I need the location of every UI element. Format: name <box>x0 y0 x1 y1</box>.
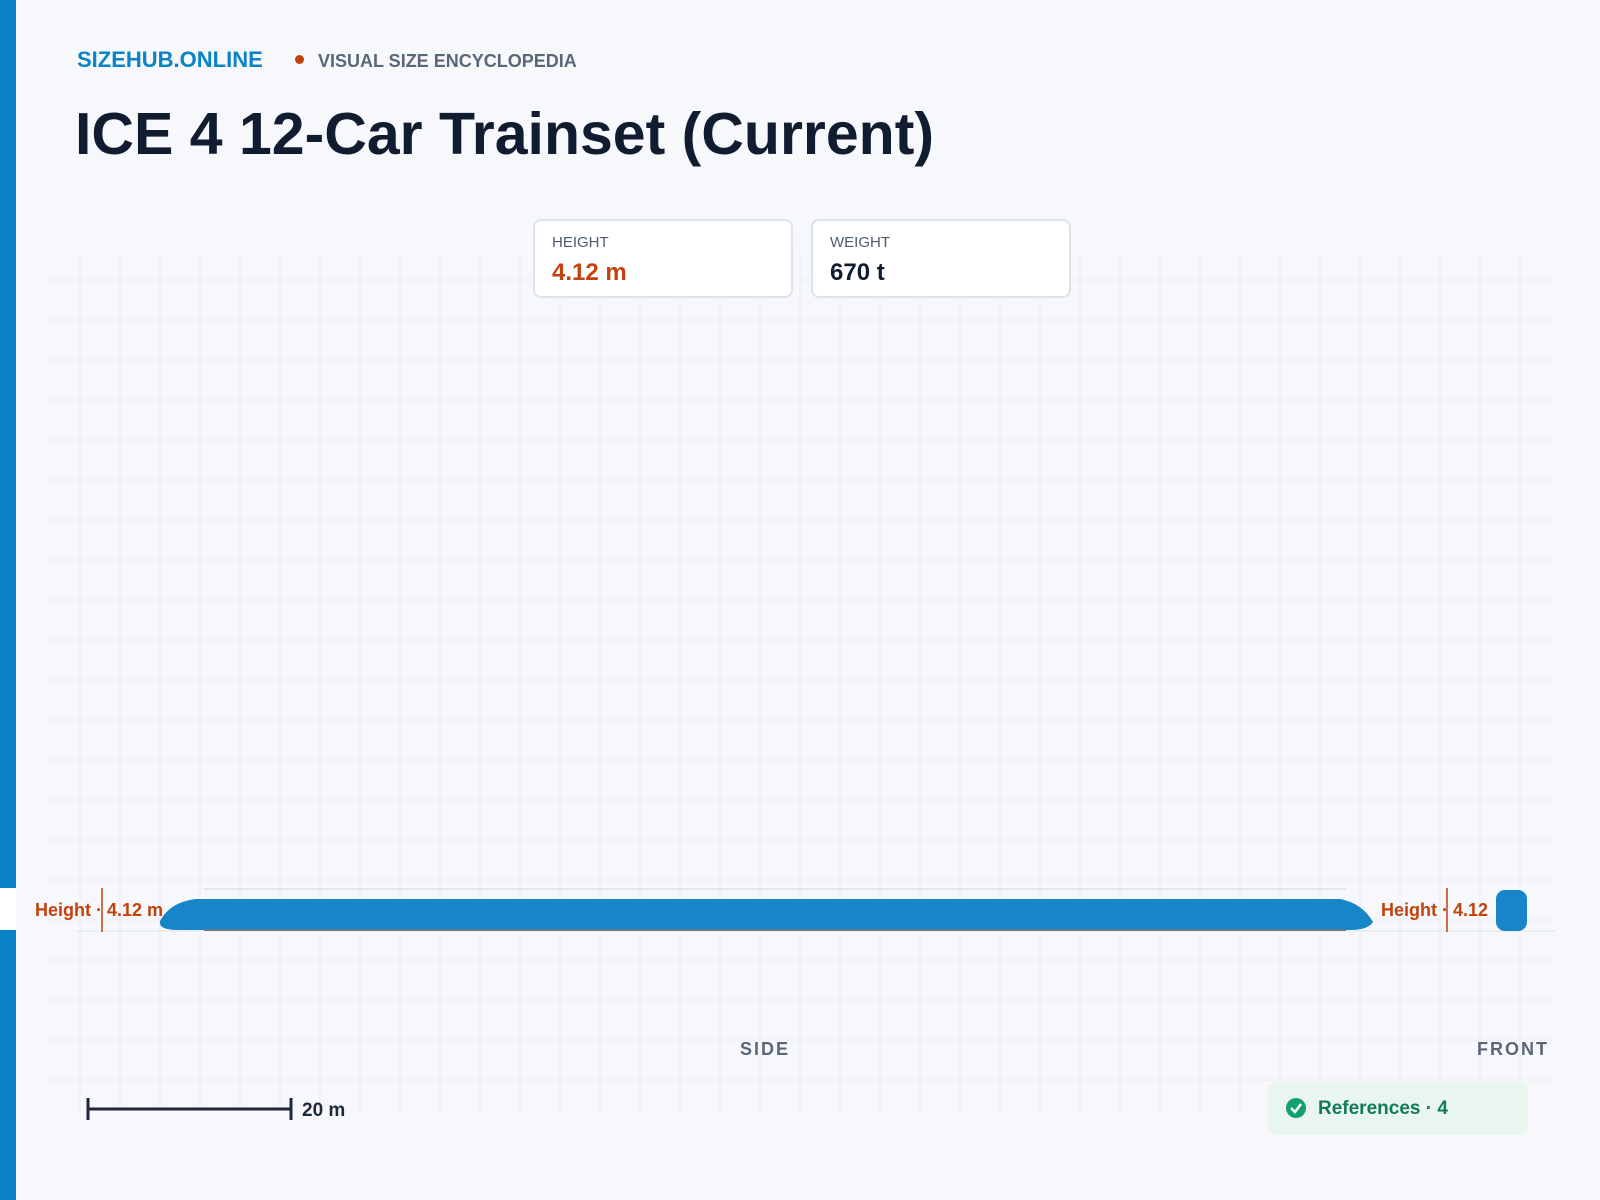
stat-card: WEIGHT 670 t <box>811 219 1071 298</box>
references-label: References · 4 <box>1318 1098 1448 1119</box>
scale-label: 20 m <box>302 1100 346 1121</box>
tab <box>0 888 16 930</box>
height-label: Height · 4.12 m <box>35 900 164 920</box>
check-icon <box>1286 1098 1306 1118</box>
dot <box>295 55 304 64</box>
stat-label: WEIGHT <box>830 234 890 251</box>
references[interactable]: References · 4 <box>1268 1082 1528 1135</box>
brand: SIZEHUB.ONLINE <box>77 47 263 72</box>
stat-label: HEIGHT <box>552 234 609 251</box>
stat-value: 4.12 m <box>552 259 627 286</box>
stat-card: HEIGHT 4.12 m <box>533 219 793 298</box>
view-label: SIDE <box>740 1039 791 1059</box>
tagline: VISUAL SIZE ENCYCLOPEDIA <box>318 51 577 71</box>
train-front <box>1496 890 1527 931</box>
view-label: FRONT <box>1477 1039 1549 1059</box>
title: ICE 4 12-Car Trainset (Current) <box>75 101 935 167</box>
stat-value: 670 t <box>830 259 885 286</box>
height-label: Height · 4.12 <box>1381 900 1489 920</box>
train-side <box>159 899 1374 930</box>
